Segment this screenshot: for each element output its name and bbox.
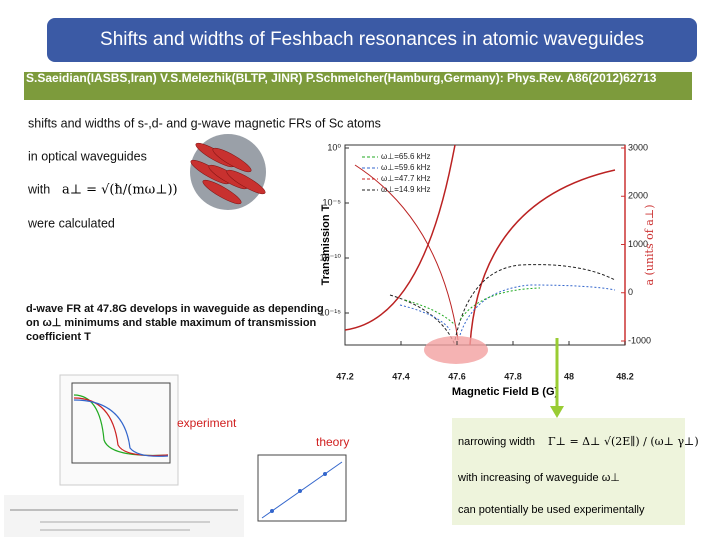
curve: [399, 284, 616, 336]
waveguide-image: [190, 134, 266, 210]
citation: S.Saeidian(IASBS,Iran) V.S.Melezhik(BLTP…: [26, 72, 657, 85]
curve: [469, 169, 616, 346]
arrow-head: [550, 406, 564, 418]
y-tick-label: 10⁻¹⁰: [320, 252, 342, 262]
note-text: narrowing width: [458, 436, 535, 448]
x-tick-label: 47.8: [504, 371, 522, 381]
y-tick-label: 10⁻⁵: [323, 197, 342, 207]
curve: [344, 144, 456, 331]
dwave-wrap: d-wave FR at 47.8G develops in waveguide…: [26, 303, 324, 343]
note-text: can potentially be used experimentally: [458, 504, 645, 516]
x-tick-label: 47.4: [392, 371, 410, 381]
x-tick-label: 47.2: [336, 371, 354, 381]
citation-wrap: S.Saeidian(IASBS,Iran) V.S.Melezhik(BLTP…: [26, 72, 657, 85]
citation-box: [24, 72, 692, 100]
y-tick-label: 10⁻¹⁵: [320, 307, 342, 317]
formula: a⊥ = √(ħ/(mω⊥)): [62, 183, 178, 198]
y2-tick-label: -1000: [628, 335, 651, 345]
highlight: [424, 336, 488, 364]
y-tick-label: 10⁰: [327, 142, 341, 152]
note-text: with increasing of waveguide ω⊥: [457, 472, 620, 484]
text: were calculated: [27, 216, 115, 230]
x-tick-label: 48: [564, 371, 574, 381]
y2-axis-label: a (units of a⊥): [643, 205, 656, 286]
experiment-figure: [4, 374, 244, 537]
y2-tick-label: 1000: [628, 239, 648, 249]
note-formula: Γ⊥ = Δ⊥ √(2E∥) / (ω⊥ γ⊥): [548, 435, 699, 448]
legend-label: ω⊥=47.7 kHz: [381, 174, 430, 183]
legend: ω⊥=65.6 kHz ω⊥=59.6 kHz ω⊥=47.7 kHz ω⊥=14.9…: [362, 152, 430, 194]
x-axis-label: Magnetic Field B (G): [452, 386, 559, 398]
main-figure: ω⊥=65.6 kHz ω⊥=59.6 kHz ω⊥=47.7 kHz ω⊥=14.9…: [320, 142, 657, 398]
legend-label: ω⊥=59.6 kHz: [381, 163, 430, 172]
legend-label: ω⊥=14.9 kHz: [381, 185, 430, 194]
y2-tick-label: 3000: [628, 142, 648, 152]
legend-label: ω⊥=65.6 kHz: [381, 152, 430, 161]
y2-tick-label: 2000: [628, 191, 648, 201]
experiment-label: experiment: [177, 416, 237, 430]
dwave-text: d-wave FR at 47.8G develops in waveguide…: [26, 303, 324, 343]
y2-tick-label: 0: [628, 287, 633, 297]
note-box: [452, 418, 685, 525]
x-tick-label: 48.2: [616, 371, 634, 381]
y-axis-label: Transmission T: [320, 204, 332, 285]
title: Shifts and widths of Feshbach resonances…: [100, 29, 644, 50]
text: in optical waveguides: [28, 149, 147, 163]
curve: [404, 287, 541, 326]
x-tick-label: 47.6: [448, 371, 466, 381]
text: shifts and widths of s-,d- and g-wave ma…: [28, 116, 381, 130]
theory-figure: [257, 454, 347, 522]
theory-label: theory: [316, 435, 349, 449]
curve: [389, 264, 616, 346]
text: with: [27, 182, 50, 196]
title-box: [47, 18, 697, 62]
